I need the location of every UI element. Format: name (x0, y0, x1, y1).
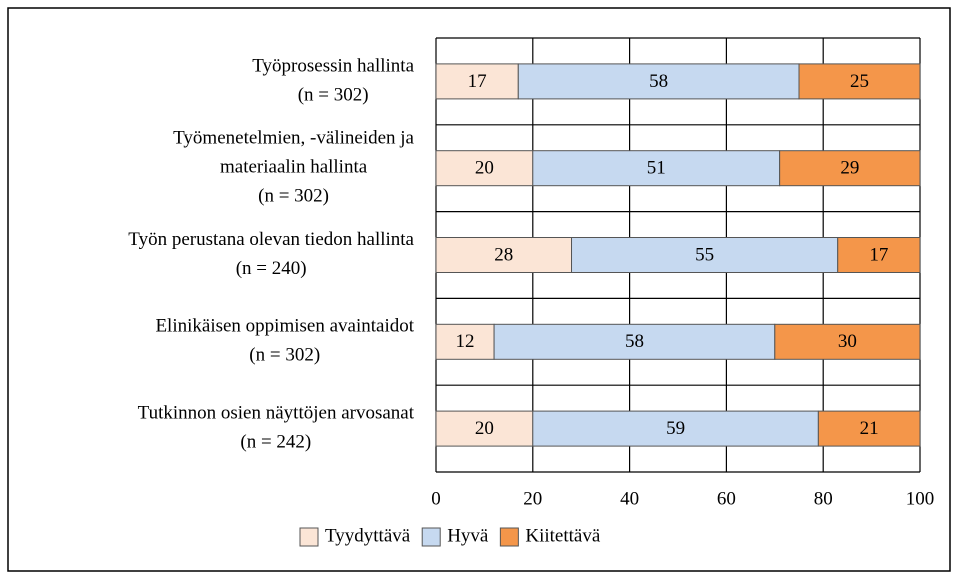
y-tick-label: Elinikäisen oppimisen avaintaidot (155, 316, 414, 337)
bar (774, 323, 921, 360)
data-label: 20 (475, 418, 494, 439)
data-label: 21 (860, 418, 879, 439)
y-tick-label: (n = 302) (298, 84, 369, 105)
bar (798, 63, 921, 100)
category-label: Työn perustana olevan tiedon hallinta (n … (128, 229, 414, 279)
data-label: 51 (647, 158, 666, 179)
y-tick-label: (n = 242) (240, 431, 311, 452)
legend-swatch (421, 527, 441, 547)
bar (435, 63, 519, 100)
category-label: Työprosessin hallinta (n = 302) (252, 55, 414, 105)
frame (7, 7, 951, 572)
bar (532, 410, 819, 447)
x-tick-label: 100 (906, 488, 935, 509)
category-label: Elinikäisen oppimisen avaintaidot (n = 30… (155, 316, 414, 366)
bar (435, 150, 534, 187)
y-tick-label: materiaalin hallinta (220, 157, 368, 178)
x-tick-label: 0 (431, 488, 441, 509)
legend-swatch (299, 527, 319, 547)
data-label: 58 (625, 331, 644, 352)
legend-label: Kiitettävä (525, 525, 600, 546)
data-label: 17 (869, 244, 888, 265)
data-label: 17 (468, 71, 487, 92)
category-label: Tutkinnon osien näyttöjen arvosanat (n = … (138, 402, 415, 452)
y-tick-label: Tutkinnon osien näyttöjen arvosanat (138, 402, 415, 423)
bar (779, 150, 921, 187)
bar (532, 150, 781, 187)
data-label: 29 (840, 158, 859, 179)
data-label: 12 (456, 331, 475, 352)
data-label: 59 (666, 418, 685, 439)
category-label: Työmenetelmien, -välineiden ja materiaali… (173, 128, 414, 207)
data-label: 58 (649, 71, 668, 92)
bar (837, 237, 921, 273)
x-tick-label: 80 (814, 488, 833, 509)
bar (435, 323, 495, 360)
y-tick-label: Työn perustana olevan tiedon hallinta (128, 229, 414, 250)
y-tick-label: Työmenetelmien, -välineiden ja (173, 128, 414, 149)
y-tick-label: (n = 302) (258, 186, 329, 207)
data-label: 20 (475, 158, 494, 179)
y-tick-label: (n = 240) (236, 258, 307, 279)
x-tick-label: 40 (620, 488, 639, 509)
legend-label: Hyvä (447, 525, 489, 546)
bar (571, 237, 839, 273)
legend-swatch (499, 527, 519, 547)
data-label: 30 (838, 331, 857, 352)
x-tick-label: 20 (523, 488, 542, 509)
bar (435, 237, 573, 273)
y-tick-label: Työprosessin hallinta (252, 55, 414, 76)
y-tick-label: (n = 302) (249, 345, 320, 366)
bar (817, 410, 921, 447)
legend-label: Tyydyttävä (325, 525, 411, 546)
data-label: 55 (695, 244, 714, 265)
data-label: 28 (494, 244, 513, 265)
data-label: 25 (850, 71, 869, 92)
bar (517, 63, 800, 100)
x-tick-label: 60 (717, 488, 736, 509)
